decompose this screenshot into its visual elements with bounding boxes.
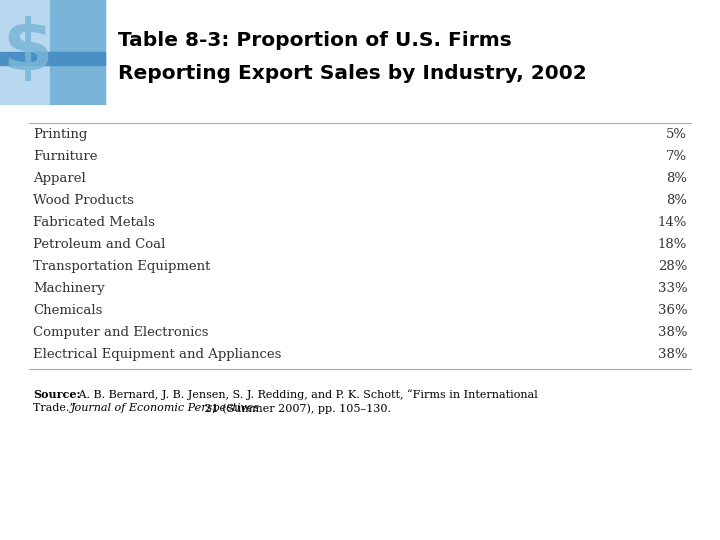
Text: 8%: 8% <box>666 194 687 207</box>
Text: Table 8-3: Proportion of U.S. Firms: Table 8-3: Proportion of U.S. Firms <box>118 31 512 50</box>
Text: Journal of Economic Perspectives: Journal of Economic Perspectives <box>71 403 260 413</box>
Text: 8-29: 8-29 <box>680 517 706 528</box>
Text: Printing: Printing <box>33 128 87 141</box>
Text: Transportation Equipment: Transportation Equipment <box>33 260 210 273</box>
Text: 21 (Summer 2007), pp. 105–130.: 21 (Summer 2007), pp. 105–130. <box>201 403 391 414</box>
Text: 38%: 38% <box>657 348 687 361</box>
Bar <box>0 0 105 105</box>
Text: Apparel: Apparel <box>33 172 86 185</box>
Text: 18%: 18% <box>658 238 687 251</box>
Text: Source:: Source: <box>33 389 81 400</box>
Text: 33%: 33% <box>657 282 687 295</box>
Text: 7%: 7% <box>666 150 687 163</box>
Text: Fabricated Metals: Fabricated Metals <box>33 216 155 229</box>
Text: 5%: 5% <box>666 128 687 141</box>
Text: A. B. Bernard, J. B. Jensen, S. J. Redding, and P. K. Schott, “Firms in Internat: A. B. Bernard, J. B. Jensen, S. J. Reddi… <box>75 389 538 400</box>
Text: 14%: 14% <box>658 216 687 229</box>
Text: Machinery: Machinery <box>33 282 104 295</box>
Text: Computer and Electronics: Computer and Electronics <box>33 326 208 339</box>
Bar <box>0 52 105 65</box>
Text: Electrical Equipment and Appliances: Electrical Equipment and Appliances <box>33 348 282 361</box>
Text: Chemicals: Chemicals <box>33 304 102 317</box>
Text: Copyright ©2015 Pearson Education, Inc.  All rights reserved.: Copyright ©2015 Pearson Education, Inc. … <box>14 517 358 528</box>
Text: $: $ <box>3 16 53 85</box>
Text: 38%: 38% <box>657 326 687 339</box>
Text: 8%: 8% <box>666 172 687 185</box>
Text: Furniture: Furniture <box>33 150 97 163</box>
Text: Reporting Export Sales by Industry, 2002: Reporting Export Sales by Industry, 2002 <box>118 64 587 83</box>
Text: 36%: 36% <box>657 304 687 317</box>
Bar <box>50 0 105 105</box>
Text: Petroleum and Coal: Petroleum and Coal <box>33 238 165 251</box>
Text: 28%: 28% <box>658 260 687 273</box>
Text: Wood Products: Wood Products <box>33 194 134 207</box>
Text: Trade.”: Trade.” <box>33 403 78 413</box>
